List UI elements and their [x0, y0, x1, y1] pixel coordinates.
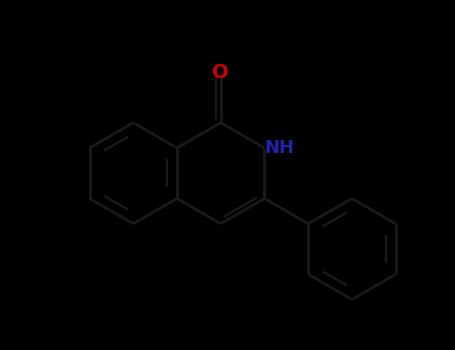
Text: O: O	[212, 63, 229, 82]
Text: NH: NH	[264, 139, 294, 157]
